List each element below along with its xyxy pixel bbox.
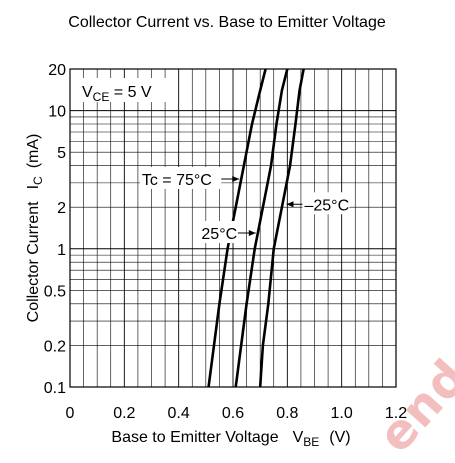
annotation-arrowhead [248,230,256,237]
condition-prefix: V [82,84,93,101]
y-tick-label: 5 [57,145,66,162]
condition-label: VCE = 5 V [82,84,152,104]
x-tick-label: 0.2 [113,405,135,422]
annotation-label: 25°C [201,226,237,243]
x-axis-label-main: Base to Emitter Voltage [111,429,278,446]
annotation-arrowhead [286,201,294,208]
x-tick-label: 1.0 [331,405,353,422]
y-tick-label: 2 [57,200,66,217]
y-tick-label: 20 [48,62,66,79]
x-tick-label: 0.4 [168,405,190,422]
x-tick-label: 0.8 [276,405,298,422]
annotation-label: Tc = 75°C [142,172,212,189]
condition-suffix: = 5 V [109,84,152,101]
annotation-bg [199,221,238,244]
y-tick-label: 0.2 [44,338,66,355]
y-tick-label: 0.5 [44,283,66,300]
x-axis-label: Base to Emitter Voltage VBE (V) [111,429,350,449]
y-axis-symbol: I [25,185,42,189]
y-axis-unit: (mA) [25,134,42,169]
curve-series-1 [234,68,289,388]
annotation-bg [302,192,350,215]
x-tick-label: 0.6 [222,405,244,422]
x-tick-labels: 0 0.2 0.4 0.6 0.8 1.0 1.2 [66,405,408,422]
x-tick-label: 0 [66,405,75,422]
y-tick-label: 0.1 [44,380,66,397]
y-axis-sub: C [31,176,45,185]
x-axis-symbol: V [293,429,304,446]
annotation-arrowhead [232,175,240,182]
annotation-label: –25°C [304,197,349,214]
annotations: Tc = 75°C 25°C –25°C [139,166,350,244]
y-tick-label: 10 [48,104,66,121]
annotation-bg [139,166,222,189]
collector-current-chart: Collector Current vs. Base to Emitter Vo… [25,14,408,449]
curve-series-2 [258,68,305,388]
plot-frame [69,68,397,388]
y-axis-label-main: Collector Current [25,201,42,322]
y-tick-labels: 0.1 0.2 0.5 1 2 5 10 20 [44,62,66,397]
condition-sub: CE [93,90,110,104]
chart-title: Collector Current vs. Base to Emitter Vo… [68,14,386,31]
curves [207,68,305,388]
curve-series-0 [207,68,267,388]
x-axis-sub: BE [303,435,319,449]
x-tick-label: 1.2 [385,405,407,422]
y-axis-label: Collector Current IC (mA) [25,134,45,323]
y-tick-label: 1 [57,242,66,259]
x-axis-unit: (V) [329,429,350,446]
